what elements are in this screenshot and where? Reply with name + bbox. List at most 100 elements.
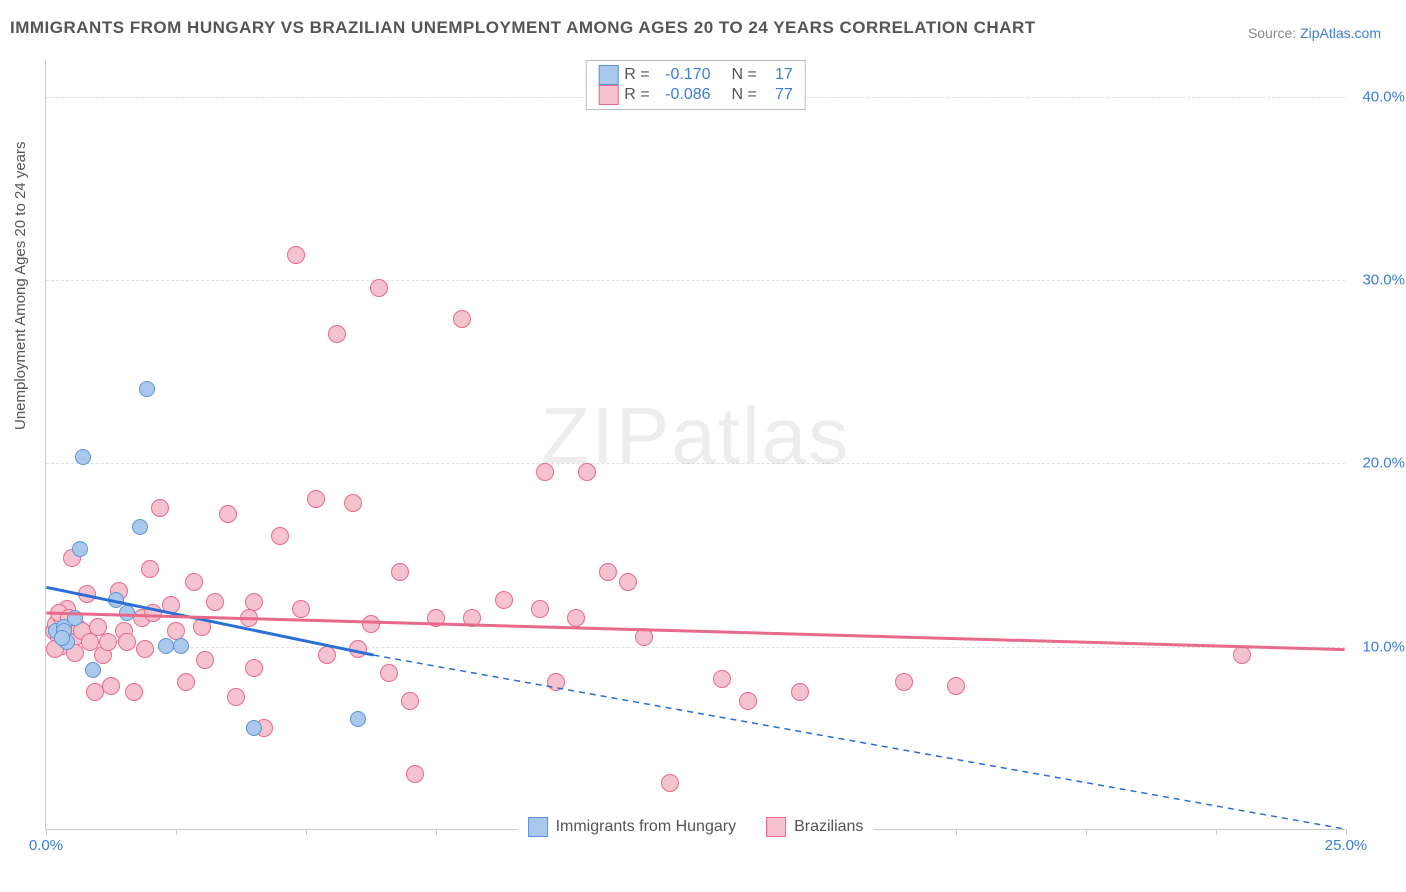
brazilians-point (619, 573, 637, 591)
brazilians-point (578, 463, 596, 481)
source-label: Source: (1248, 25, 1296, 41)
trend-lines-layer (46, 60, 1345, 829)
hungary-point (119, 605, 135, 621)
hungary-point (246, 720, 262, 736)
brazilians-point (947, 677, 965, 695)
x-tick (1346, 829, 1347, 835)
chart-title: IMMIGRANTS FROM HUNGARY VS BRAZILIAN UNE… (10, 18, 1036, 38)
hungary-point (75, 449, 91, 465)
grid-line (46, 647, 1345, 648)
x-tick (1216, 829, 1217, 835)
y-tick-label: 30.0% (1362, 272, 1405, 289)
brazilians-point (318, 646, 336, 664)
brazilians-point (713, 670, 731, 688)
series-legend-label: Brazilians (794, 818, 863, 836)
brazilians-point (463, 609, 481, 627)
legend-r-label: R = (624, 86, 649, 104)
brazilians-point (344, 494, 362, 512)
legend-swatch (598, 65, 618, 85)
brazilians-point (567, 609, 585, 627)
x-tick (306, 829, 307, 835)
x-tick (956, 829, 957, 835)
hungary-point (350, 711, 366, 727)
legend-row-hungary: R =-0.170 N =17 (598, 65, 793, 85)
brazilians-point (661, 774, 679, 792)
source-attribution: Source: ZipAtlas.com (1248, 25, 1381, 41)
brazilians-point (193, 618, 211, 636)
brazilians-point (362, 615, 380, 633)
legend-swatch (528, 817, 548, 837)
brazilians-point (791, 683, 809, 701)
legend-row-brazilians: R = -0.086 N = 77 (598, 85, 793, 105)
brazilians-point (240, 609, 258, 627)
brazilians-point (99, 633, 117, 651)
legend-r-value: -0.170 (656, 66, 711, 84)
brazilians-point (307, 490, 325, 508)
brazilians-point (1233, 646, 1251, 664)
brazilians-point (185, 573, 203, 591)
x-tick-label: 25.0% (1325, 837, 1368, 854)
brazilians-point (245, 659, 263, 677)
x-tick (46, 829, 47, 835)
legend-r-value: -0.086 (656, 86, 711, 104)
hungary-point (173, 638, 189, 654)
watermark-zip: ZIP (541, 390, 671, 479)
legend-r-label: R = (624, 66, 649, 84)
legend-n-label: N = (731, 86, 756, 104)
hungary-point (72, 541, 88, 557)
brazilians-point (406, 765, 424, 783)
brazilians-point (144, 604, 162, 622)
hungary-point (54, 630, 70, 646)
brazilians-point (599, 563, 617, 581)
hungary-trend-extension (374, 655, 1345, 829)
y-tick-label: 10.0% (1362, 638, 1405, 655)
brazilians-point (196, 651, 214, 669)
brazilians-point (453, 310, 471, 328)
brazilians-point (292, 600, 310, 618)
brazilians-point (118, 633, 136, 651)
brazilians-point (227, 688, 245, 706)
brazilians-point (136, 640, 154, 658)
hungary-point (132, 519, 148, 535)
brazilians-point (531, 600, 549, 618)
brazilians-point (102, 677, 120, 695)
brazilians-point (427, 609, 445, 627)
legend-swatch (598, 85, 618, 105)
watermark-atlas: atlas (671, 390, 850, 479)
brazilians-point (349, 640, 367, 658)
hungary-point (139, 381, 155, 397)
brazilians-point (125, 683, 143, 701)
legend-swatch (766, 817, 786, 837)
legend-n-label: N = (731, 66, 756, 84)
brazilians-point (547, 673, 565, 691)
series-legend-label: Immigrants from Hungary (556, 818, 737, 836)
series-legend: Immigrants from Hungary Brazilians (518, 817, 874, 837)
brazilians-point (162, 596, 180, 614)
grid-line (46, 463, 1345, 464)
hungary-point (67, 610, 83, 626)
x-tick (1086, 829, 1087, 835)
hungary-point (85, 662, 101, 678)
brazilians-point (370, 279, 388, 297)
x-tick-label: 0.0% (29, 837, 63, 854)
legend-n-value: 77 (763, 86, 793, 104)
brazilians-point (151, 499, 169, 517)
brazilians-point (78, 585, 96, 603)
brazilians-point (536, 463, 554, 481)
brazilians-point (177, 673, 195, 691)
series-legend-item-brazilians: Brazilians (766, 817, 863, 837)
hungary-point (158, 638, 174, 654)
brazilians-point (141, 560, 159, 578)
y-axis-label: Unemployment Among Ages 20 to 24 years (12, 141, 29, 430)
x-tick (436, 829, 437, 835)
plot-area: ZIPatlas R =-0.170 N =17R =-0.086 N =77 … (45, 60, 1345, 830)
brazilians-point (391, 563, 409, 581)
brazilians-point (739, 692, 757, 710)
brazilians-point (287, 246, 305, 264)
correlation-legend: R =-0.170 N =17R =-0.086 N =77 (585, 60, 806, 110)
brazilians-point (895, 673, 913, 691)
grid-line (46, 280, 1345, 281)
brazilians-point (219, 505, 237, 523)
x-tick (176, 829, 177, 835)
brazilians-point (380, 664, 398, 682)
